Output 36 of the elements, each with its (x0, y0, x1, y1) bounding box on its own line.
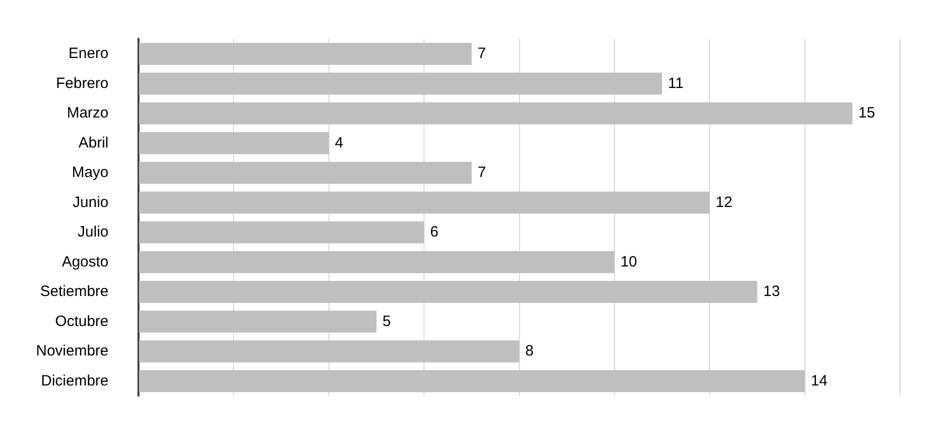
y-tick-label: Marzo (66, 104, 109, 122)
y-tick-label: Abril (78, 134, 109, 152)
data-label: 12 (716, 194, 732, 211)
bar (139, 280, 758, 303)
data-label: 11 (668, 74, 684, 92)
y-tick-label: Mayo (72, 164, 109, 182)
y-tick-label: Setiembre (40, 283, 109, 300)
data-label: 15 (858, 104, 876, 122)
y-tick-label: Julio (78, 224, 109, 241)
bar (139, 72, 662, 95)
bar (139, 162, 472, 184)
data-label: 10 (620, 253, 638, 270)
bar (139, 132, 329, 154)
y-tick-label: Febrero (56, 74, 109, 92)
y-tick-label: Diciembre (41, 372, 109, 390)
data-label: 7 (478, 164, 486, 182)
data-label: 8 (525, 342, 534, 360)
data-label: 14 (810, 372, 828, 390)
bar (139, 370, 805, 392)
data-label: 4 (334, 134, 344, 152)
data-label: 5 (382, 312, 391, 330)
data-label: 7 (478, 45, 486, 62)
y-tick-label: Agosto (62, 253, 109, 270)
data-label: 13 (763, 283, 780, 300)
data-label: 6 (430, 224, 438, 241)
bar (139, 310, 376, 333)
bar (139, 192, 710, 214)
y-tick-label: Enero (68, 45, 109, 62)
y-tick-label: Noviembre (36, 342, 109, 360)
y-tick-label: Octubre (55, 312, 109, 330)
bar (139, 42, 472, 65)
y-tick-label: Junio (72, 194, 109, 211)
bar (139, 221, 424, 244)
bar (139, 102, 852, 124)
bar (139, 340, 520, 362)
bar (139, 251, 614, 274)
